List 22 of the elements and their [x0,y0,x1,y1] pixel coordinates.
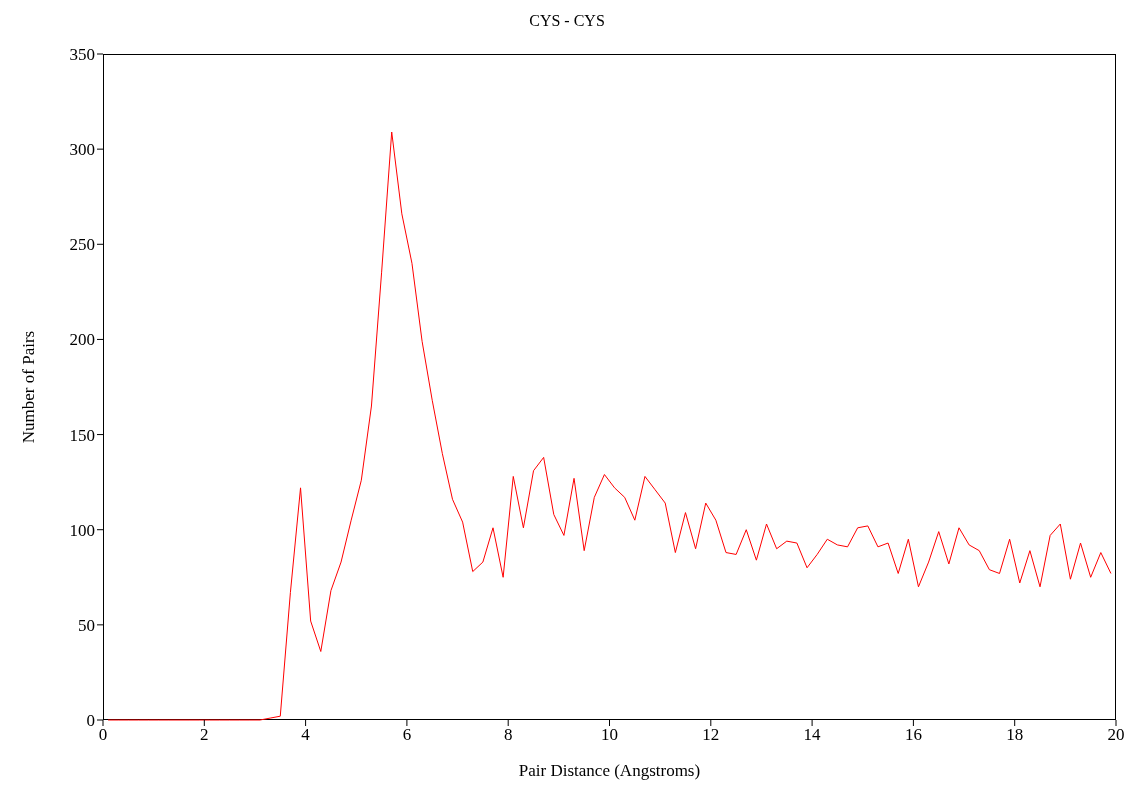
x-tick-label: 12 [702,725,720,745]
x-tick-label: 2 [200,725,209,745]
y-tick-label: 0 [86,711,95,731]
y-tick-label: 100 [69,520,95,540]
chart-title: CYS - CYS [528,12,606,30]
x-tick-label: 10 [601,725,618,745]
y-tick-label: 200 [69,330,95,350]
x-tick-label: 8 [503,725,513,745]
x-tick-label: 20 [1107,725,1125,745]
y-tick-label: 150 [69,425,95,445]
x-tick-label: 4 [301,725,311,745]
x-tick-label: 14 [803,725,822,745]
y-tick-label: 350 [69,45,95,65]
y-tick-label: 50 [78,615,95,635]
y-axis-title: Number of Pairs [19,330,39,444]
x-tick-label: 16 [904,725,922,745]
x-tick-label: 6 [402,725,412,745]
x-tick-label: 18 [1006,725,1024,745]
x-tick-label: 0 [98,725,108,745]
y-tick-label: 250 [69,235,95,255]
y-tick-label: 300 [69,140,95,160]
x-axis-title: Pair Distance (Angstroms) [518,761,701,780]
